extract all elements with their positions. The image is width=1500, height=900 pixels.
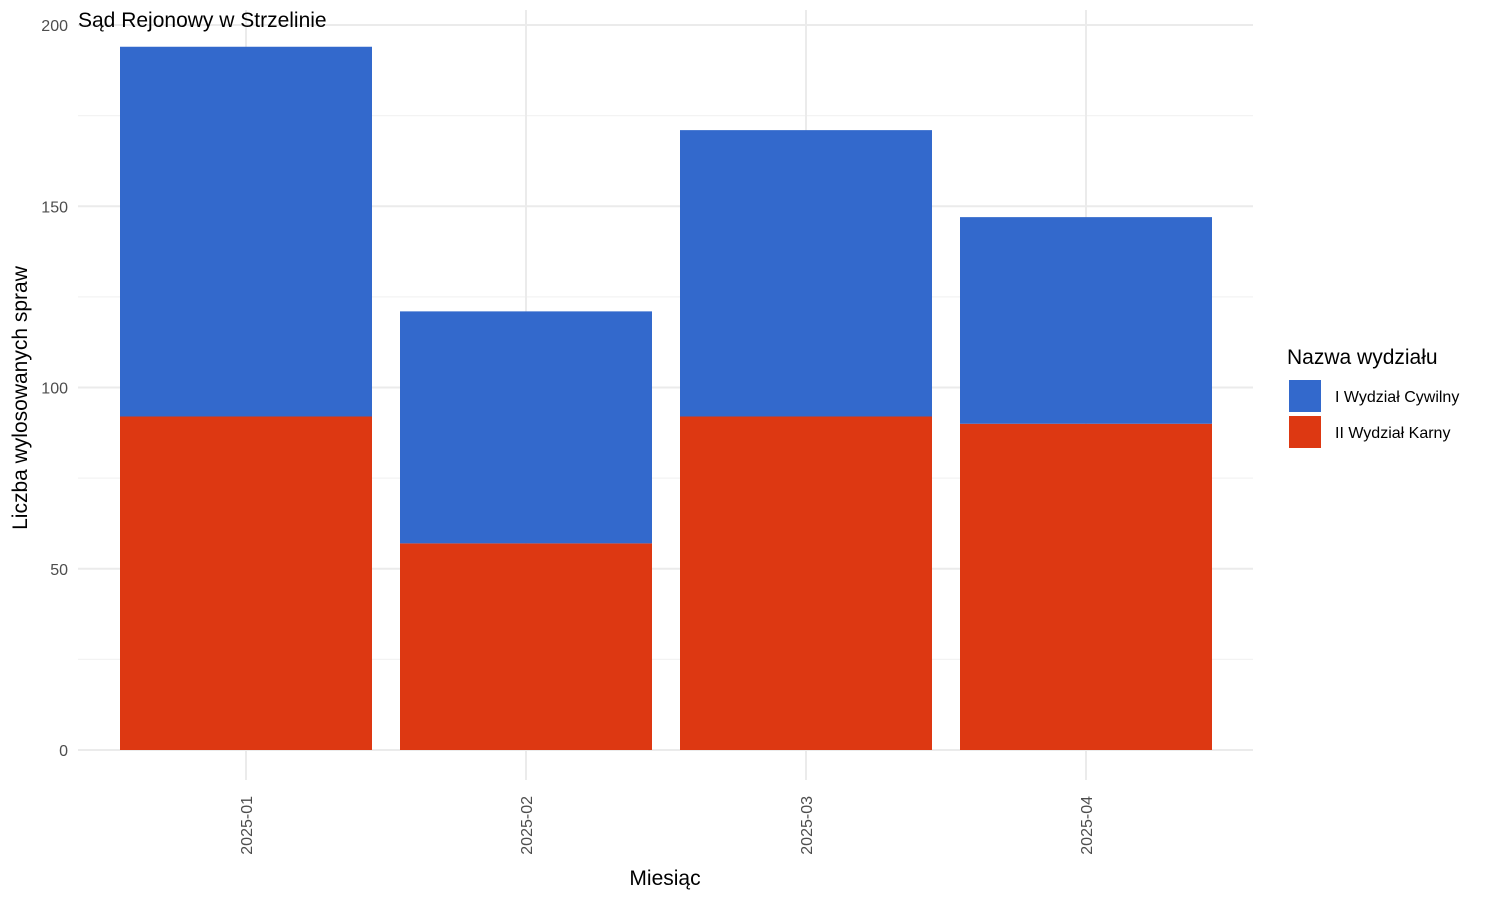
legend-title: Nazwa wydziału [1287, 346, 1438, 369]
bar-segment [960, 217, 1212, 424]
y-axis-ticks: 0 50 100 150 200 [41, 18, 68, 760]
y-tick-label: 0 [59, 743, 68, 760]
bar-segment [120, 46, 372, 417]
x-tick-label: 2025-01 [239, 796, 256, 855]
legend-key [1289, 416, 1321, 448]
bar-segment [400, 311, 652, 544]
x-tick-label: 2025-03 [799, 796, 816, 855]
y-tick-label: 150 [41, 199, 68, 216]
y-tick-label: 100 [41, 381, 68, 398]
y-tick-label: 50 [50, 562, 68, 579]
legend: Nazwa wydziału I Wydział Cywilny II Wydzi… [1287, 346, 1459, 448]
legend-label: II Wydział Karny [1335, 425, 1450, 442]
x-axis-ticks: 2025-01 2025-02 2025-03 2025-04 [239, 796, 1096, 855]
bar-segment [680, 416, 932, 750]
bar-segment [960, 423, 1212, 750]
x-tick-label: 2025-04 [1079, 796, 1096, 855]
x-tick-label: 2025-02 [519, 796, 536, 855]
legend-key [1289, 380, 1321, 412]
bar-segment [120, 416, 372, 750]
bar-segment [400, 543, 652, 750]
legend-label: I Wydział Cywilny [1335, 389, 1459, 406]
y-tick-label: 200 [41, 18, 68, 35]
y-axis-title: Liczba wylosowanych spraw [9, 265, 32, 530]
x-axis-title: Miesiąc [629, 867, 700, 890]
chart-title: Sąd Rejonowy w Strzelinie [78, 9, 327, 32]
bar-segment [680, 130, 932, 417]
bars [120, 46, 1212, 750]
